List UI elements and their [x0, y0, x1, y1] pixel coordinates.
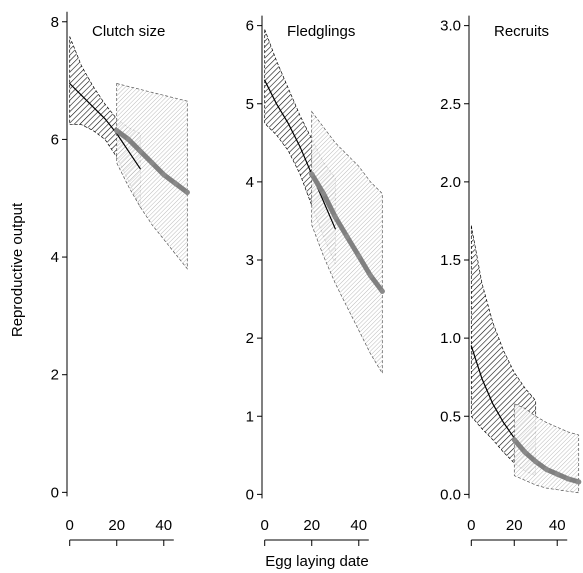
data-point-late — [533, 459, 539, 465]
data-point-late — [161, 172, 167, 178]
confidence-band-late — [311, 110, 383, 375]
x-tick-label: 0 — [261, 517, 269, 534]
x-tick-label: 0 — [467, 517, 475, 534]
x-axis-label: Egg laying date — [265, 553, 368, 570]
data-point-late — [172, 180, 179, 187]
y-tick-label: 0.0 — [440, 486, 461, 503]
x-tick-label: 40 — [350, 517, 367, 534]
y-tick-label: 4 — [246, 174, 254, 191]
panels: 0 2 4 6 8 0 20 40 Clutch size 0 1 2 3 4 5 6 0 20 40 Fledgli… — [51, 11, 582, 546]
data-point-late — [565, 476, 571, 482]
y-tick-label: 2.5 — [440, 96, 461, 113]
series-line-early — [69, 82, 141, 170]
y-tick-label: 0 — [246, 486, 254, 503]
panel-2: 0 1 2 3 4 5 6 0 20 40 Fledglings — [246, 15, 385, 546]
y-tick-label: 8 — [51, 14, 59, 31]
panel-title: Clutch size — [92, 23, 165, 40]
data-point-late — [576, 479, 582, 485]
y-tick-label: 2 — [51, 367, 59, 384]
y-tick-label: 2.0 — [440, 174, 461, 191]
data-point-late — [344, 234, 350, 240]
y-tick-label: 1.0 — [440, 330, 461, 347]
data-point-late — [184, 189, 190, 195]
series-line-early — [264, 79, 336, 230]
data-point-late — [367, 273, 374, 279]
data-point-late — [309, 171, 315, 177]
x-tick-label: 0 — [66, 517, 74, 534]
confidence-band-late — [116, 83, 188, 270]
y-tick-label: 3 — [246, 252, 254, 269]
data-point-late — [511, 437, 517, 443]
panel-title: Recruits — [494, 23, 549, 40]
y-tick-label: 0.5 — [440, 408, 461, 425]
y-tick-label: 2 — [246, 330, 254, 347]
data-point-late — [522, 449, 528, 455]
x-tick-label: 40 — [549, 517, 566, 534]
data-point-late — [332, 214, 338, 220]
panel-1: 0 2 4 6 8 0 20 40 Clutch size — [51, 11, 190, 546]
y-tick-label: 3.0 — [440, 18, 461, 35]
data-point-late — [125, 136, 132, 142]
panel-title: Fledglings — [287, 23, 355, 40]
y-tick-label: 4 — [51, 249, 59, 266]
panel-3: 0.0 0.5 1.0 1.5 2.0 2.5 3.0 0 20 40 Recruits — [440, 15, 582, 546]
data-point-late — [137, 148, 143, 154]
y-tick-label: 1 — [246, 408, 254, 425]
x-tick-label: 40 — [155, 517, 172, 534]
y-tick-label: 1.5 — [440, 252, 461, 269]
data-point-late — [149, 160, 155, 166]
y-axis-label: Reproductive output — [9, 202, 26, 337]
data-point-late — [543, 466, 550, 472]
y-tick-label: 6 — [51, 131, 59, 148]
y-tick-label: 6 — [246, 18, 254, 35]
data-point-late — [379, 288, 385, 294]
confidence-band-late — [513, 403, 580, 494]
x-tick-label: 20 — [506, 517, 523, 534]
x-tick-label: 20 — [108, 517, 125, 534]
y-tick-label: 0 — [51, 484, 59, 501]
data-point-late — [114, 128, 120, 134]
data-point-late — [356, 253, 362, 259]
y-tick-label: 5 — [246, 96, 254, 113]
data-point-late — [320, 191, 327, 197]
data-point-late — [554, 471, 560, 477]
x-tick-label: 20 — [303, 517, 320, 534]
